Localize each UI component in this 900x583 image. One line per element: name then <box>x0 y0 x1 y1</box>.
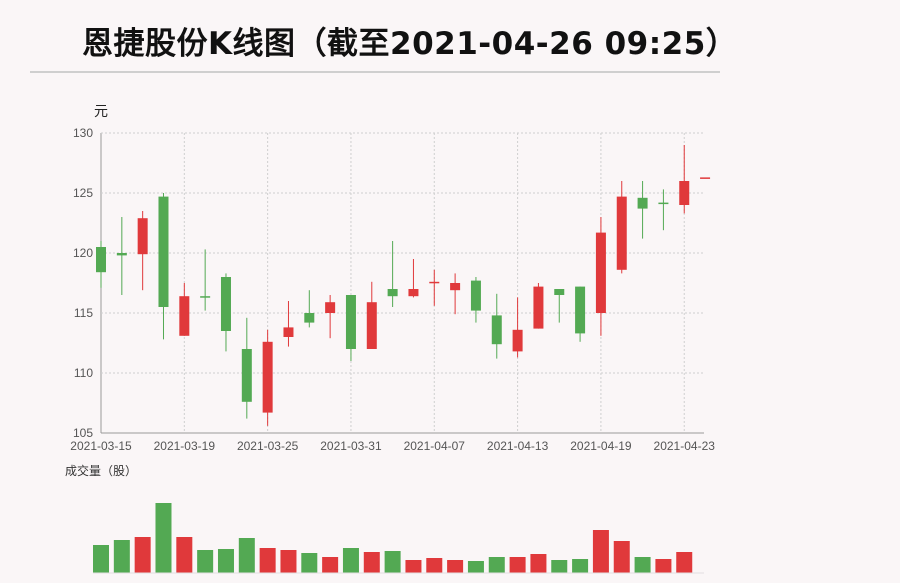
volume-series <box>93 503 704 574</box>
x-tick-label: 2021-04-13 <box>487 439 549 453</box>
candle-body <box>575 286 586 334</box>
candle-body <box>595 232 606 313</box>
title-divider <box>30 71 720 73</box>
volume-bar <box>113 540 130 573</box>
x-tick-label: 2021-04-23 <box>654 439 716 453</box>
candle-body <box>241 349 252 402</box>
volume-bar <box>301 553 318 573</box>
volume-bar <box>322 557 339 573</box>
candle-body <box>408 289 419 297</box>
volume-bar <box>363 552 380 573</box>
volume-bar <box>93 545 109 573</box>
y-tick-label: 125 <box>73 186 93 200</box>
chart-title: 恩捷股份K线图（截至2021-04-26 09:25） <box>82 26 738 62</box>
x-tick-label: 2021-03-25 <box>237 439 299 453</box>
candle-body <box>220 277 231 331</box>
volume-bar <box>447 560 464 573</box>
x-tick-label: 2021-03-15 <box>70 439 132 453</box>
y-tick-label: 110 <box>74 366 93 380</box>
volume-bar <box>426 558 443 573</box>
volume-bar <box>238 538 255 573</box>
y-axis-unit-label: 元 <box>94 104 108 120</box>
candle-body <box>512 329 523 352</box>
candle-body <box>304 313 315 323</box>
volume-bar <box>197 550 214 573</box>
volume-bar <box>467 561 484 573</box>
x-tick-label: 2021-03-31 <box>320 439 382 453</box>
candle-body <box>345 295 356 349</box>
candle-body <box>533 286 544 329</box>
candle-body <box>158 196 169 307</box>
y-axis-ticks: 105 110 115 120 125 130 <box>73 126 93 440</box>
x-tick-label: 2021-04-19 <box>570 439 632 453</box>
volume-bar <box>342 548 359 573</box>
candle-body <box>429 281 440 284</box>
volume-bar <box>551 560 568 573</box>
candle-body <box>491 315 502 345</box>
volume-bar <box>280 550 297 573</box>
grid-lines <box>100 132 704 434</box>
candlestick-series <box>96 145 711 426</box>
y-tick-label: 115 <box>74 306 93 320</box>
volume-bar <box>217 549 234 573</box>
candle-body <box>116 253 127 256</box>
x-axis-ticks: 2021-03-15 2021-03-19 2021-03-25 2021-03-31… <box>70 439 715 453</box>
volume-bar <box>405 560 422 573</box>
volume-bar <box>592 530 609 573</box>
candle-body <box>137 218 148 255</box>
volume-bar <box>259 548 276 573</box>
volume-bar <box>176 537 193 573</box>
volume-bar <box>676 552 693 573</box>
volume-label: 成交量（股） <box>65 463 137 478</box>
candle-body <box>283 327 294 337</box>
volume-bar <box>572 559 589 573</box>
volume-bar <box>384 551 401 573</box>
volume-bar <box>634 557 651 573</box>
candle-body <box>179 296 190 336</box>
candle-body <box>700 177 711 179</box>
volume-bar <box>530 554 547 573</box>
x-tick-label: 2021-04-07 <box>404 439 466 453</box>
candle-body <box>450 283 461 291</box>
candle-body <box>96 247 106 273</box>
candle-body <box>658 202 669 205</box>
y-tick-label: 105 <box>73 426 93 440</box>
volume-bar <box>509 557 526 573</box>
y-tick-label: 120 <box>73 246 93 260</box>
candle-body <box>679 181 690 205</box>
volume-bar <box>134 537 151 573</box>
volume-bar <box>155 503 172 573</box>
y-tick-label: 130 <box>73 126 93 140</box>
candle-body <box>200 296 211 298</box>
candle-body <box>470 280 481 311</box>
candle-body <box>387 289 398 297</box>
candle-body <box>616 196 627 270</box>
volume-bar <box>655 559 672 573</box>
candle-body <box>325 302 336 313</box>
candle-body <box>366 302 377 349</box>
candle-body <box>637 197 648 209</box>
volume-bar <box>613 541 630 573</box>
x-tick-label: 2021-03-19 <box>154 439 216 453</box>
candle-body <box>262 341 273 413</box>
volume-bar <box>488 557 505 573</box>
candle-body <box>554 289 565 295</box>
